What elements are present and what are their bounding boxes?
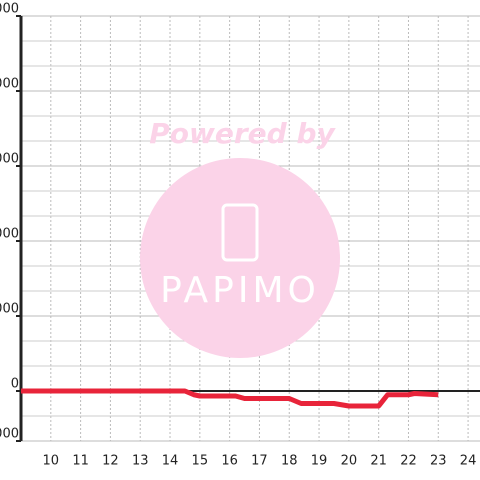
y-tick-label: 90,000 [0, 152, 19, 167]
x-tick-label: 10 [43, 454, 60, 469]
x-tick-label: 18 [281, 454, 298, 469]
x-tick-label: 24 [460, 454, 477, 469]
x-tick-label: 23 [430, 454, 447, 469]
x-tick-label: 15 [192, 454, 209, 469]
line [21, 388, 439, 409]
y-tick-label: -20,000 [0, 427, 19, 442]
x-tick-label: 16 [221, 454, 238, 469]
x-tick-label: 21 [370, 454, 387, 469]
x-tick-label: 14 [162, 454, 179, 469]
watermark-icon [221, 203, 259, 262]
watermark-brand: PAPIMO [160, 270, 320, 311]
y-tick-label: 0 [11, 377, 19, 392]
x-tick-label: 22 [400, 454, 417, 469]
y-tick-label: 60,000 [0, 227, 19, 242]
x-tick-label: 12 [102, 454, 119, 469]
y-tick-label: 120,000 [0, 77, 19, 92]
x-tick-label: 19 [311, 454, 328, 469]
watermark-top: Powered by [149, 117, 336, 150]
x-tick-label: 11 [72, 454, 89, 469]
x-tick-label: 20 [341, 454, 358, 469]
y-tick-label: 30,000 [0, 302, 19, 317]
watermark-circle [140, 158, 340, 358]
x-tick-label: 17 [251, 454, 268, 469]
x-tick-label: 13 [132, 454, 149, 469]
y-tick-label: 150,000 [0, 2, 19, 17]
